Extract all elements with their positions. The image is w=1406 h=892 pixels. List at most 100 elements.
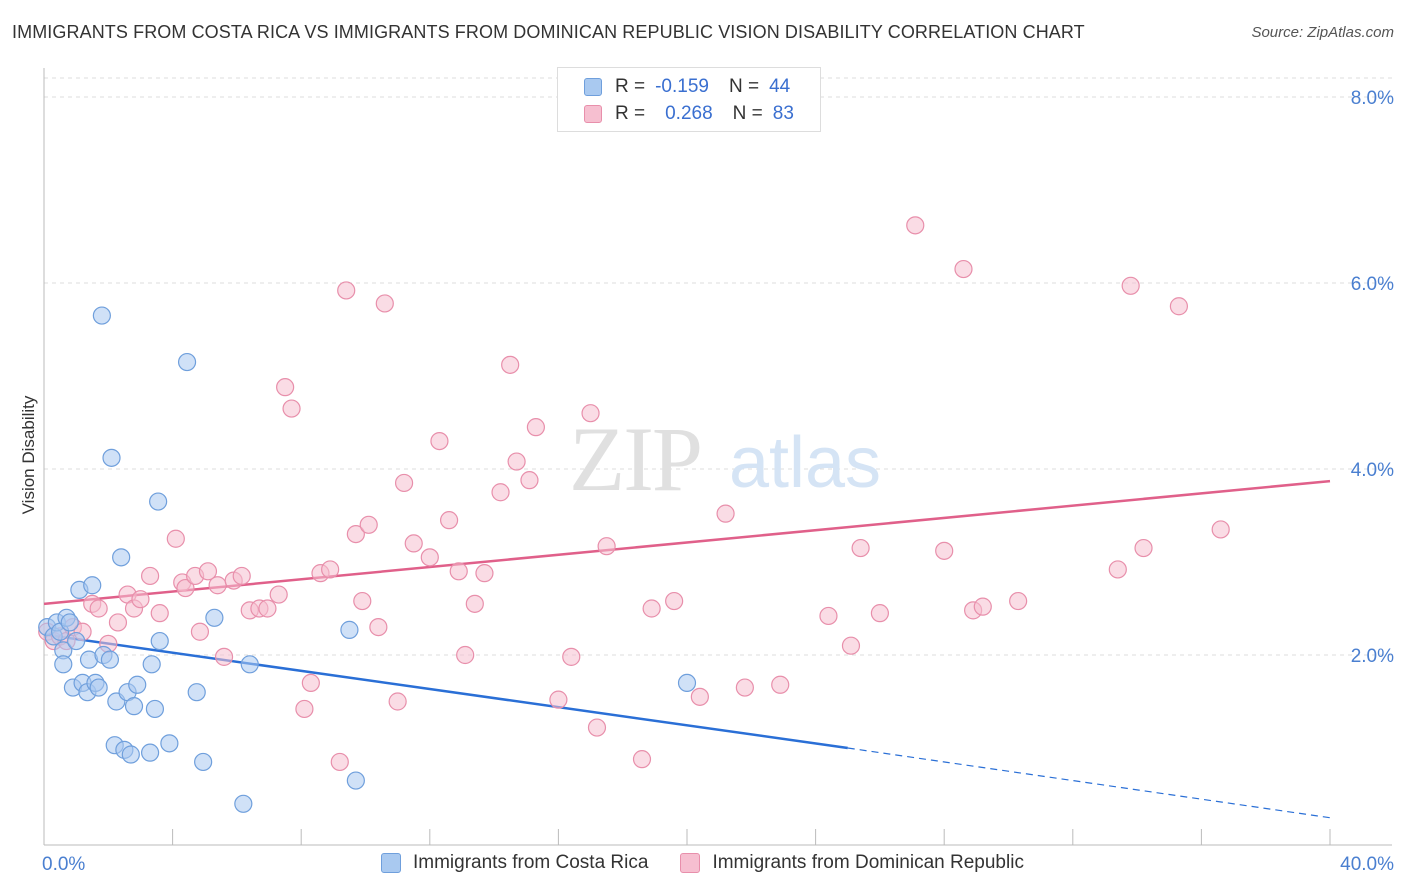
costa-rica-point [150,631,169,651]
dominican-republic-point [841,636,861,655]
dominican-republic-point [269,585,288,604]
dominican-republic-point [232,566,251,586]
dominican-republic-point [166,529,185,548]
dominican-republic-point [359,515,378,534]
dominican-republic-point [375,294,394,313]
dominican-republic-point [973,597,992,616]
costa-rica-point [92,306,111,325]
dominican-republic-point [108,613,128,632]
dominican-republic-point [1009,591,1028,611]
axes [43,68,1392,846]
costa-rica-point [234,794,253,813]
costa-rica-point [340,620,359,639]
dominican-republic-point [851,538,870,558]
dominican-republic-point [1211,520,1230,539]
dominican-republic-point [131,590,150,609]
legend-n-label: N = [728,76,760,97]
legend-r-value: -0.159 [655,76,709,97]
dominican-republic-point [587,718,607,737]
trend-lines [43,479,1331,819]
dominican-republic-point [140,566,160,586]
dominican-republic-point [549,690,568,709]
dominican-republic-point [353,591,372,611]
legend-r-label: R = [615,76,646,97]
costa-rica-point [187,683,206,702]
legend-item-costa-rica: Immigrants from Costa Rica [381,852,648,874]
costa-rica-point [124,697,144,716]
dominican-republic-point [562,647,581,666]
dominican-republic-trend-line [43,479,1331,606]
legend-row-dominican-republic: R = 0.268 N = 83 [584,102,794,126]
watermark-atlas: atlas [729,423,881,503]
legend-item-dominican-republic: Immigrants from Dominican Republic [680,852,1024,874]
x-tick-label: 0.0% [42,854,85,875]
dominican-republic-point [89,599,108,618]
costa-rica-point [67,631,86,651]
dominican-republic-point [420,548,439,567]
y-tick-label: 2.0% [1351,646,1394,667]
costa-rica-trend-extension [847,747,1331,819]
dominican-republic-point [526,418,545,437]
dominican-republic-point [1108,560,1127,579]
watermark-zip: ZIP [569,408,701,510]
dominican-republic-point [906,216,925,235]
dominican-republic-point [690,687,709,706]
costa-rica-point [205,608,224,627]
costa-rica-point [121,745,140,764]
tick-labels: 2.0% 4.0% 6.0% 8.0% 0.0% 40.0% [42,88,1394,875]
costa-rica-point [112,548,131,567]
dominican-republic-point [321,560,340,579]
dominican-republic-point [337,281,356,300]
dominican-republic-point [935,541,954,560]
y-tick-label: 4.0% [1351,460,1394,481]
costa-rica-point [100,650,120,669]
dominican-republic-point [1134,538,1153,558]
costa-rica-point [83,576,102,595]
dominican-republic-point [276,378,295,397]
dominican-republic-point [346,524,365,544]
costa-rica-point [60,613,79,632]
dominican-republic-point [214,647,234,666]
costa-rica-point [194,752,213,772]
legend-n-value: 44 [769,76,791,97]
costa-rica-point [149,492,168,511]
costa-rica-point [346,771,365,790]
costa-rica-point [240,655,259,674]
costa-rica-point [160,734,179,753]
dominican-republic-point [954,259,973,279]
dominican-republic-point [475,564,494,583]
dominican-republic-point [1121,276,1140,295]
dominican-republic-point [870,604,890,623]
costa-rica-point [142,655,161,674]
dominican-republic-point [388,692,407,711]
costa-rica-point [54,655,73,674]
stats-legend: R = -0.159 N = 44 R = 0.268 N = 83 [557,67,821,132]
dominican-republic-point [501,355,520,374]
dominican-republic-point [176,578,195,598]
costa-rica-point [128,675,147,694]
dominican-republic-point [404,534,423,553]
dominican-republic-point [581,404,600,423]
costa-rica-point [145,699,165,719]
dominican-republic-point [295,699,314,719]
y-tick-label: 6.0% [1351,274,1394,295]
x-tick-label: 40.0% [1340,854,1394,875]
costa-rica-point [102,448,121,467]
costa-rica-swatch [584,78,602,96]
costa-rica-point [89,678,108,697]
dominican-republic-point [642,599,661,618]
dominican-republic-point [819,606,838,626]
dominican-republic-point [430,432,449,451]
legend-r-value: 0.268 [665,103,713,124]
dominican-republic-point [198,562,218,581]
dominican-republic-point [369,617,388,637]
dominican-republic-point [301,673,320,693]
dominican-republic-point [282,399,301,418]
chart-title: IMMIGRANTS FROM COSTA RICA VS IMMIGRANTS… [12,22,1085,42]
dominican-republic-point [394,473,414,493]
legend-n-value: 83 [772,103,794,124]
series-legend: Immigrants from Costa Rica Immigrants fr… [381,852,1056,874]
dominican-republic-point [665,591,684,611]
legend-row-costa-rica: R = -0.159 N = 44 [584,75,790,99]
costa-rica-trend-line [43,633,848,750]
